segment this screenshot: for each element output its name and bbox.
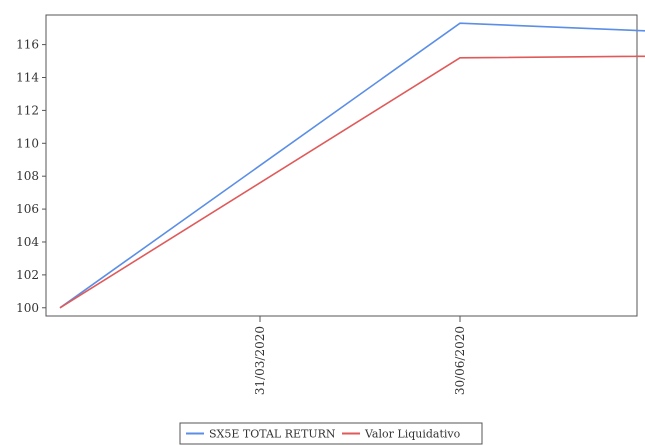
series-line-1 [59, 22, 645, 309]
y-tick-label: 112 [16, 103, 39, 117]
legend-box [179, 422, 483, 445]
axes [45, 14, 638, 317]
x-tick-label: 31/03/2020 [253, 326, 267, 395]
y-tick-label: 106 [16, 202, 39, 216]
y-tick-label: 108 [16, 169, 39, 183]
y-tick-label: 102 [16, 268, 39, 282]
x-tick-label: 30/06/2020 [453, 326, 467, 395]
legend: SX5E TOTAL RETURN Valor Liquidativo [179, 422, 483, 445]
y-tick-label: 116 [16, 38, 39, 52]
legend-label: SX5E TOTAL RETURN [209, 428, 336, 441]
y-tick-label: 104 [16, 235, 39, 249]
y-tick-label: 100 [16, 301, 39, 315]
series-line-2 [59, 55, 645, 309]
plot-area [45, 14, 638, 317]
y-tick-label: 110 [16, 136, 39, 150]
y-tick-label: 114 [16, 71, 39, 85]
series-lines [59, 22, 645, 309]
y-axis-ticks: 100 102 104 106 108 110 112 114 116 [16, 38, 46, 315]
legend-label: Valor Liquidativo [364, 428, 461, 441]
